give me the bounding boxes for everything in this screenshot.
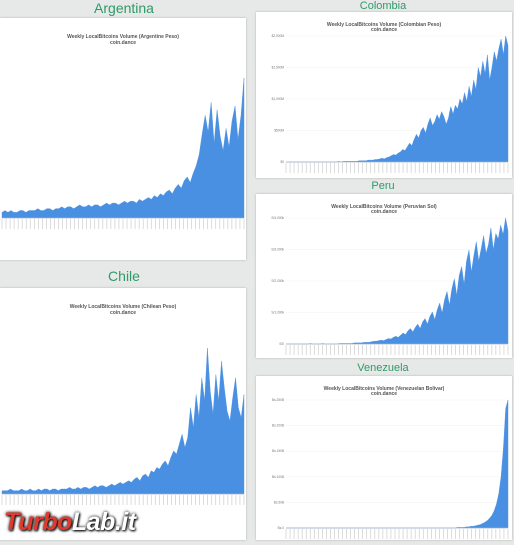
chart-title: Weekly LocalBitcoins Volume (Argentine P… (67, 34, 179, 40)
country-title: Venezuela (357, 362, 409, 374)
chart-colombia: Weekly LocalBitcoins Volume (Colombian P… (272, 22, 509, 173)
chart-title: Weekly LocalBitcoins Volume (Venezuelan … (324, 386, 445, 392)
chart-title: Weekly LocalBitcoins Volume (Chilean Pes… (70, 304, 177, 310)
area-series (286, 217, 509, 345)
panel-chile: Chile Weekly LocalBitcoins Volume (Chile… (0, 268, 248, 540)
y-tick-label: $0 (280, 160, 284, 164)
panel-peru: Peru Weekly LocalBitcoins Volume (Peruvi… (252, 180, 514, 360)
chart-subtitle: coin.dance (371, 391, 397, 397)
area-series (1, 347, 245, 495)
chart-subtitle: coin.dance (371, 27, 397, 33)
chart-card: Weekly LocalBitcoins Volume (Venezuelan … (256, 376, 512, 540)
country-title: Chile (108, 268, 140, 284)
chart-venezuela: Weekly LocalBitcoins Volume (Venezuelan … (272, 386, 509, 539)
chart-chile: Weekly LocalBitcoins Volume (Chilean Pes… (1, 304, 245, 505)
y-tick-label: $2,000M (272, 34, 285, 38)
area-series (286, 399, 509, 529)
y-tick-label: Bs.250B (272, 398, 284, 402)
y-tick-label: S/4,000k (271, 216, 284, 220)
panel-argentina: Argentina Weekly LocalBitcoins Volume (A… (0, 0, 248, 262)
y-tick-label: Bs.100B (272, 475, 284, 479)
chart-subtitle: coin.dance (371, 209, 397, 215)
y-tick-label: Bs.0 (278, 526, 285, 530)
chart-subtitle: coin.dance (110, 310, 136, 316)
y-tick-label: S/0 (279, 342, 284, 346)
y-tick-label: $1,500M (272, 66, 285, 70)
chart-title: Weekly LocalBitcoins Volume (Colombian P… (327, 22, 442, 28)
y-tick-label: Bs.200B (272, 424, 284, 428)
chart-card: Weekly LocalBitcoins Volume (Chilean Pes… (0, 288, 246, 540)
chart-argentina: Weekly LocalBitcoins Volume (Argentine P… (1, 34, 245, 229)
chart-card: Weekly LocalBitcoins Volume (Peruvian So… (256, 194, 512, 358)
y-tick-label: S/2,000k (271, 279, 284, 283)
country-title: Colombia (359, 0, 407, 12)
y-tick-label: $1,000M (272, 97, 285, 101)
panel-colombia: Colombia Weekly LocalBitcoins Volume (Co… (252, 0, 514, 178)
chart-peru: Weekly LocalBitcoins Volume (Peruvian So… (271, 204, 509, 355)
y-tick-label: $500M (274, 129, 284, 133)
panel-venezuela: Venezuela Weekly LocalBitcoins Volume (V… (252, 362, 514, 540)
y-tick-label: Bs.50B (274, 500, 284, 504)
chart-subtitle: coin.dance (110, 40, 136, 46)
turbolab-watermark: TurboLab.it (4, 508, 136, 536)
y-tick-label: Bs.150B (272, 449, 284, 453)
y-tick-label: S/3,000k (271, 248, 284, 252)
chart-title: Weekly LocalBitcoins Volume (Peruvian So… (331, 204, 437, 210)
area-series (1, 77, 245, 219)
country-title: Peru (371, 180, 395, 192)
y-tick-label: S/1,000k (271, 311, 284, 315)
chart-card: Weekly LocalBitcoins Volume (Argentine P… (0, 18, 246, 260)
chart-card: Weekly LocalBitcoins Volume (Colombian P… (256, 12, 512, 178)
country-title: Argentina (94, 0, 154, 16)
